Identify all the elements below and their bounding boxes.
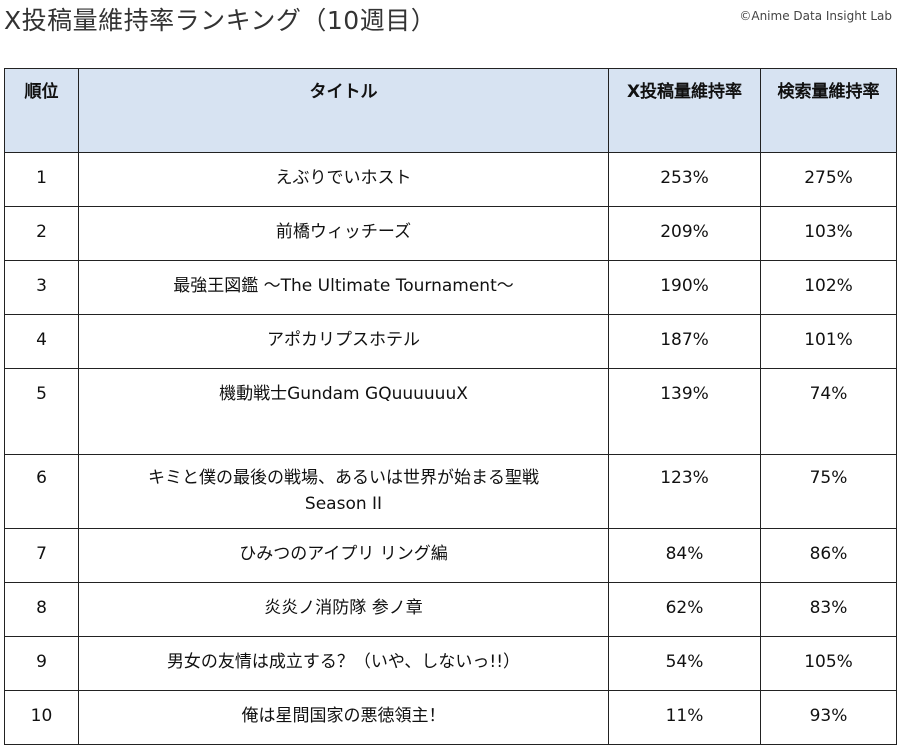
search-rate-cell: 101% <box>760 314 897 369</box>
rank-cell: 7 <box>4 528 79 583</box>
title-cell: えぶりでいホスト <box>78 152 609 207</box>
table-header-row: 順位 タイトル X投稿量維持率 検索量維持率 <box>4 68 897 153</box>
rank-cell: 4 <box>4 314 79 369</box>
title-line-2: Season II <box>304 494 383 514</box>
title-cell: 最強王図鑑 〜The Ultimate Tournament〜 <box>78 260 609 315</box>
table-row: 5 機動戦士Gundam GQuuuuuuX 139% 74% <box>4 368 897 455</box>
rank-cell: 2 <box>4 206 79 261</box>
rank-cell: 5 <box>4 368 79 455</box>
search-rate-cell: 75% <box>760 454 897 529</box>
ranking-table: 順位 タイトル X投稿量維持率 検索量維持率 1 えぶりでいホスト 253% 2… <box>4 68 897 745</box>
x-rate-cell: 54% <box>608 636 761 691</box>
table-row: 3 最強王図鑑 〜The Ultimate Tournament〜 190% 1… <box>4 260 897 315</box>
credit-label: ©Anime Data Insight Lab <box>739 9 892 23</box>
title-cell: 俺は星間国家の悪徳領主！ <box>78 690 609 745</box>
x-rate-cell: 187% <box>608 314 761 369</box>
column-header-search-rate: 検索量維持率 <box>760 68 897 153</box>
search-rate-cell: 275% <box>760 152 897 207</box>
search-rate-cell: 103% <box>760 206 897 261</box>
title-cell: アポカリプスホテル <box>78 314 609 369</box>
rank-cell: 1 <box>4 152 79 207</box>
title-cell: 機動戦士Gundam GQuuuuuuX <box>78 368 609 455</box>
title-cell: 前橋ウィッチーズ <box>78 206 609 261</box>
rank-cell: 8 <box>4 582 79 637</box>
title-cell: ひみつのアイプリ リング編 <box>78 528 609 583</box>
table-row: 10 俺は星間国家の悪徳領主！ 11% 93% <box>4 690 897 745</box>
table-row: 9 男女の友情は成立する？（いや、しないっ!!） 54% 105% <box>4 636 897 691</box>
table-row: 7 ひみつのアイプリ リング編 84% 86% <box>4 528 897 583</box>
column-header-title: タイトル <box>78 68 609 153</box>
table-row: 1 えぶりでいホスト 253% 275% <box>4 152 897 207</box>
table-row: 6 キミと僕の最後の戦場、あるいは世界が始まる聖戦 Season II 123%… <box>4 454 897 529</box>
search-rate-cell: 74% <box>760 368 897 455</box>
page-title: X投稿量維持率ランキング（10週目） <box>4 6 437 35</box>
x-rate-cell: 123% <box>608 454 761 529</box>
search-rate-cell: 102% <box>760 260 897 315</box>
title-line-1: キミと僕の最後の戦場、あるいは世界が始まる聖戦 <box>148 468 539 488</box>
column-header-x-rate: X投稿量維持率 <box>608 68 761 153</box>
x-rate-cell: 209% <box>608 206 761 261</box>
search-rate-cell: 83% <box>760 582 897 637</box>
title-cell: 炎炎ノ消防隊 参ノ章 <box>78 582 609 637</box>
rank-cell: 6 <box>4 454 79 529</box>
x-rate-cell: 11% <box>608 690 761 745</box>
table-row: 2 前橋ウィッチーズ 209% 103% <box>4 206 897 261</box>
x-rate-cell: 190% <box>608 260 761 315</box>
search-rate-cell: 93% <box>760 690 897 745</box>
x-rate-cell: 139% <box>608 368 761 455</box>
rank-cell: 9 <box>4 636 79 691</box>
rank-cell: 3 <box>4 260 79 315</box>
table-row: 4 アポカリプスホテル 187% 101% <box>4 314 897 369</box>
title-cell: キミと僕の最後の戦場、あるいは世界が始まる聖戦 Season II <box>78 454 609 529</box>
search-rate-cell: 86% <box>760 528 897 583</box>
table-row: 8 炎炎ノ消防隊 参ノ章 62% 83% <box>4 582 897 637</box>
column-header-rank: 順位 <box>4 68 79 153</box>
search-rate-cell: 105% <box>760 636 897 691</box>
x-rate-cell: 84% <box>608 528 761 583</box>
x-rate-cell: 253% <box>608 152 761 207</box>
x-rate-cell: 62% <box>608 582 761 637</box>
rank-cell: 10 <box>4 690 79 745</box>
title-cell: 男女の友情は成立する？（いや、しないっ!!） <box>78 636 609 691</box>
